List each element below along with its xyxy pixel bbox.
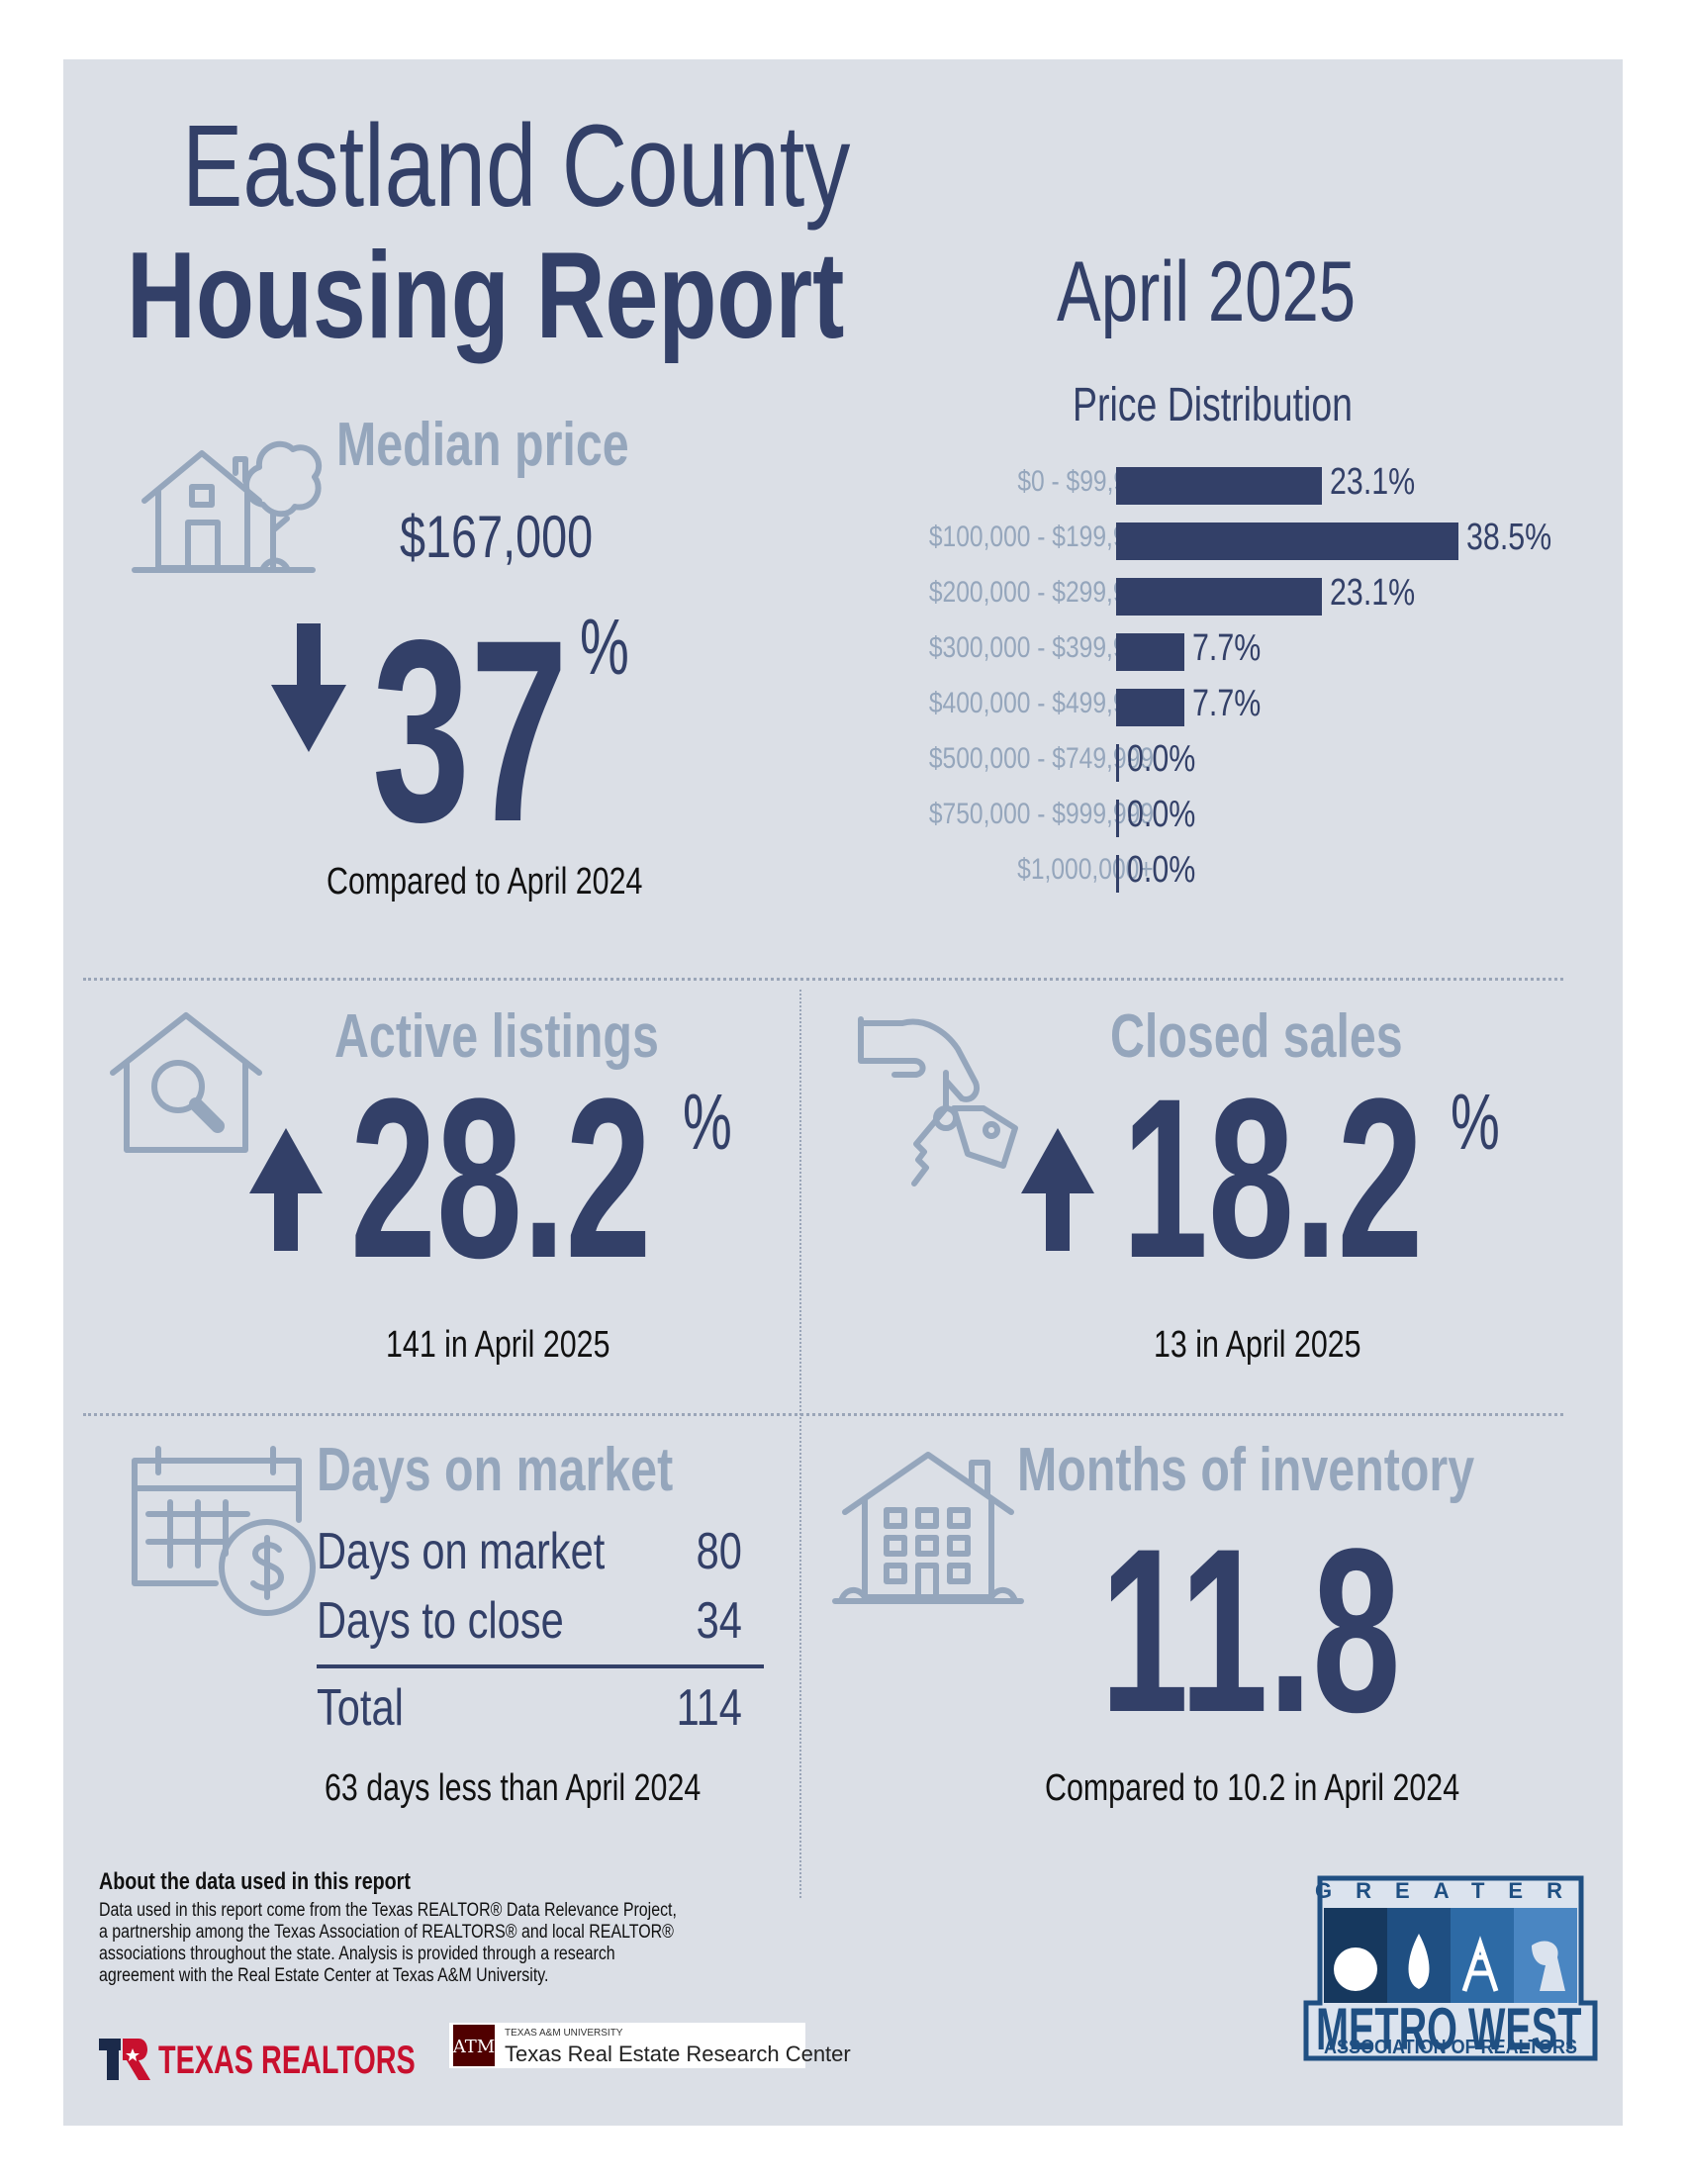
median-price-comparison: Compared to April 2024 [327,861,643,902]
distribution-value: 0.0% [1127,794,1196,835]
total-rule [317,1664,764,1668]
arrow-down-icon [271,623,346,752]
arrow-up-icon [1021,1128,1094,1251]
distribution-bar [1116,800,1119,837]
days-on-market-value: 80 [696,1523,742,1580]
distribution-value: 23.1% [1330,461,1416,503]
distribution-bar [1116,578,1322,616]
metro-west-emblem-icon [1303,1875,1598,2061]
distribution-value: 0.0% [1127,849,1196,891]
report-title-line1: Eastland County [182,101,851,232]
distribution-row: $100,000 - $199,999 38.5% [63,513,1623,568]
months-inventory-caption: Compared to 10.2 in April 2024 [1045,1767,1460,1809]
svg-text:ATM: ATM [453,2037,495,2057]
days-on-market-label: Days on market [317,1523,606,1580]
divider-top [83,978,1563,981]
report-period: April 2025 [1057,244,1357,339]
total-value: 114 [676,1679,742,1737]
distribution-row: $1,000,000+ 0.0% [63,845,1623,901]
texas-am-center-text: Texas Real Estate Research Center [505,2042,851,2066]
distribution-row: $300,000 - $399,999 7.7% [63,623,1623,679]
active-listings-percent: % [683,1078,732,1166]
closed-sales-caption: 13 in April 2025 [1154,1324,1361,1366]
closed-sales-change: 18.2 [1122,1051,1424,1305]
house-tree-icon [132,440,323,573]
days-on-market-heading: Days on market [317,1436,674,1504]
closed-sales-percent: % [1451,1078,1500,1166]
distribution-label: $1,000,000+ [1017,853,1154,886]
distribution-bar [1116,855,1119,893]
distribution-bar [1116,522,1458,560]
active-listings-caption: 141 in April 2025 [386,1324,610,1366]
distribution-row: $0 - $99,999 23.1% [63,457,1623,513]
distribution-bar [1116,467,1322,505]
price-distribution-title: Price Distribution [1073,379,1353,431]
metro-west-logo: GREATER METRO WEST ASSOCIATION OF REALTO… [1302,1874,1599,2062]
distribution-value: 7.7% [1192,683,1262,724]
distribution-row: $200,000 - $299,999 23.1% [63,568,1623,623]
median-price-value: $167,000 [400,504,594,570]
house-search-icon [110,1012,262,1153]
distribution-row: $750,000 - $999,999 0.0% [63,790,1623,845]
distribution-bar [1116,633,1184,671]
distribution-value: 7.7% [1192,627,1262,669]
distribution-row: $500,000 - $749,999 0.0% [63,734,1623,790]
distribution-value: 23.1% [1330,572,1416,614]
total-label: Total [317,1679,404,1737]
about-title: About the data used in this report [99,1868,411,1895]
days-on-market-row: Days on market 80 [317,1522,762,1585]
divider-middle [83,1413,1563,1416]
median-price-heading: Median price [336,411,629,479]
apartment-building-icon [832,1452,1024,1604]
texas-realtors-logo-text: TEXAS REALTORS [158,2039,416,2082]
texas-am-logo [449,2023,805,2068]
distribution-row: $400,000 - $499,999 7.7% [63,679,1623,734]
distribution-value: 38.5% [1466,517,1552,558]
days-to-close-label: Days to close [317,1592,564,1650]
metro-west-bottom-text: ASSOCIATION OF REALTORS [1324,2037,1578,2058]
distribution-value: 0.0% [1127,738,1196,780]
median-price-change: 37 [372,586,569,876]
price-distribution-chart: $0 - $99,999 23.1% $100,000 - $199,999 38.5… [63,59,1623,893]
days-to-close-row: Days to close 34 [317,1591,762,1655]
about-text: Data used in this report come from the T… [99,1900,677,1986]
arrow-up-icon [249,1128,323,1251]
texas-realtors-logo-icon [99,2039,150,2080]
metro-west-top-text: GREATER [1315,1878,1586,1903]
metro-west-main-text: METRO WEST [1316,1996,1582,2062]
months-inventory-value: 11.8 [1100,1500,1401,1761]
calendar-dollar-icon [132,1446,316,1616]
months-inventory-heading: Months of inventory [1017,1436,1475,1504]
closed-sales-heading: Closed sales [1110,1002,1403,1071]
distribution-bar [1116,689,1184,726]
distribution-label: $750,000 - $999,999 [928,798,1154,830]
distribution-label: $500,000 - $749,999 [928,742,1154,775]
texas-am-mark-icon: ATM [453,2025,495,2066]
active-listings-heading: Active listings [334,1002,659,1071]
divider-vertical [799,990,801,1898]
report-title-line2: Housing Report [127,228,845,364]
total-row: Total 114 [317,1678,762,1742]
active-listings-change: 28.2 [350,1051,652,1305]
texas-am-university-text: TEXAS A&M UNIVERSITY [505,2028,623,2039]
distribution-bar [1116,744,1119,782]
days-on-market-caption: 63 days less than April 2024 [325,1767,702,1809]
hand-keys-icon [858,1016,1018,1187]
report-panel: Eastland County Housing Report April 202… [63,59,1623,2126]
median-price-percent: % [580,603,629,691]
days-to-close-value: 34 [696,1592,742,1650]
